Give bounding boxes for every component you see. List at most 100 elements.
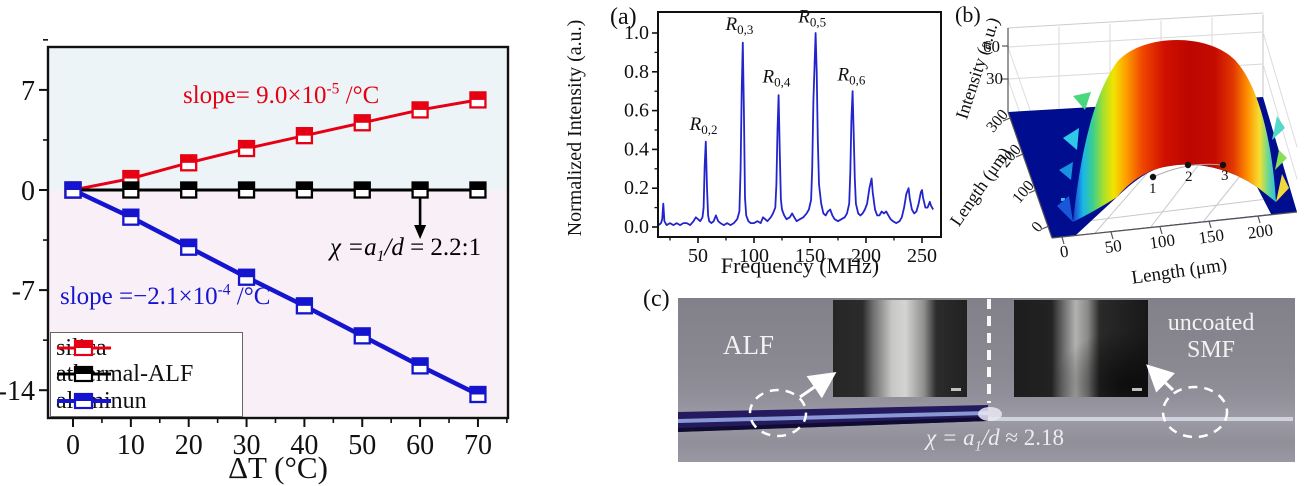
spectrum-y-axis-title: Normalized Intensity (a.u.) [564,19,586,237]
point-label-1: 1 [1149,181,1157,197]
x-tick-label: 100 [739,245,769,267]
legend: silica athermal-ALF aluminun [50,332,243,417]
x-tick-label: 10 [117,430,145,461]
panel-a-label: (a) [610,4,637,30]
alf-inset-image [833,300,967,397]
surface-3d-plot: (b) 60 30 Intensity (a.u.) 300 200 100 0… [946,2,1298,289]
ratio-arrowhead-icon [414,225,427,239]
spectrum-line [658,32,934,227]
spectrum-x-axis-title: Frequency (MHz) [720,253,880,278]
micrograph-overlay [678,299,1293,439]
plot-frame [46,45,510,420]
chi-ratio-annotation: χ = a1/d ≈ 2.18 [925,425,1065,455]
alf-fiber-core [678,411,988,423]
marker-athermal-ALF [180,181,198,199]
silica-marker-icon [57,340,111,357]
peak-label: R0,3 [725,14,754,37]
plot-frame [657,11,942,238]
x-tick-50: 50 [1103,236,1122,257]
smf-fiber [988,417,1293,421]
panel-b-label: (b) [955,2,981,27]
alf-dashed-circle [748,388,808,438]
marker-silica [411,101,429,119]
scalebar-icon [951,388,961,391]
x-tick-label: 250 [907,245,937,267]
marker-athermal-ALF [237,181,256,199]
legend-item-aluminun: aluminun [56,389,242,413]
surface-floor-white [1076,164,1271,235]
y-tick-label: 0.4 [624,138,649,160]
athermal-alf-marker-icon [57,366,111,383]
marker-aluminun [411,357,429,375]
scalebar-icon [1132,388,1142,391]
x-tick-label: 150 [795,245,825,267]
series-line-silica [72,98,479,192]
x-tick-label: 50 [688,245,708,267]
marker-aluminun [180,238,198,256]
surface-floor-grid [1079,164,1271,234]
z-tick-60: 60 [983,37,1000,56]
silica-slope-text: slope= 9.0×10 [183,82,327,109]
alf-arrow-icon [799,371,837,399]
point-label-2: 2 [1185,169,1193,185]
panel-c-label: (c) [643,286,670,312]
peak-label: R0,5 [797,6,826,29]
peak-label: R0,6 [837,65,866,88]
alf-label: ALF [723,330,775,360]
marker-athermal-ALF [295,181,314,199]
marker-aluminun [469,385,487,404]
x-tick-200: 200 [1246,220,1274,242]
marker-aluminun [237,268,256,286]
marker-aluminun [64,181,82,199]
x-tick-label: 20 [175,430,203,461]
x-tick-label: 60 [406,430,434,461]
surface-front-axes [1002,28,1298,245]
x-tick-0: 0 [1059,242,1070,262]
x-tick-label: 40 [290,430,318,461]
x-tick-label: 0 [66,430,80,461]
x-tick-label: 30 [233,430,261,461]
x-axis-title: Length (μm) [1130,254,1228,288]
y-tick-label: -14 [0,376,35,407]
spectrum-chart-plot: 50 100 150 200 250 0.0 0.2 0.4 0.6 0.8 1.0 R0,2 R0,3… [624,6,942,267]
aluminun-marker-icon [57,392,111,409]
y-tick-label: 0.0 [624,216,649,238]
marker-silica [180,154,198,172]
x-tick-150: 150 [1197,225,1225,247]
marker-silica [237,139,256,158]
silica-slope-annotation: slope= 9.0×10-5 /°C [183,80,380,109]
series-line-aluminun [72,187,479,397]
marker-silica [469,91,487,109]
y-tick-label: 0 [21,176,35,207]
marker-athermal-ALF [469,181,487,199]
thermal-x-axis-title: ΔT (°C) [228,450,328,485]
x-tick-100: 100 [1148,230,1176,252]
z-tick-30: 30 [986,69,1003,88]
surface-ragged-edges [1057,92,1289,222]
smf-arrow-icon [1146,364,1175,393]
peak-label: R0,2 [689,114,718,137]
surface-dome [1073,39,1276,222]
ratio-annotation: χ =a1/d = 2.2:1 [330,234,482,265]
marker-aluminun [122,208,140,226]
legend-item-athermal-alf: athermal-ALF [56,362,242,386]
point-label-3: 3 [1221,168,1229,184]
y-tick-0: 0 [1028,219,1046,236]
x-tick-label: 70 [464,430,492,461]
y-tick-label: 7 [21,76,35,107]
surface-measure-points [1149,161,1227,181]
y-tick-label: -7 [12,276,35,307]
peak-label: R0,4 [761,66,790,89]
marker-silica [295,127,314,145]
x-tick-label: 200 [851,245,881,267]
x-tick-label: 50 [348,430,376,461]
marker-aluminun [353,327,371,345]
aluminum-slope-annotation: slope =−2.1×10-4 /°C [60,281,271,310]
marker-silica [353,114,371,132]
alf-fiber-shadow [678,417,988,432]
uncoated-smf-label: uncoated SMF [1167,310,1255,363]
y-tick-label: 1.0 [624,22,649,44]
smf-dashed-circle [1161,385,1229,439]
